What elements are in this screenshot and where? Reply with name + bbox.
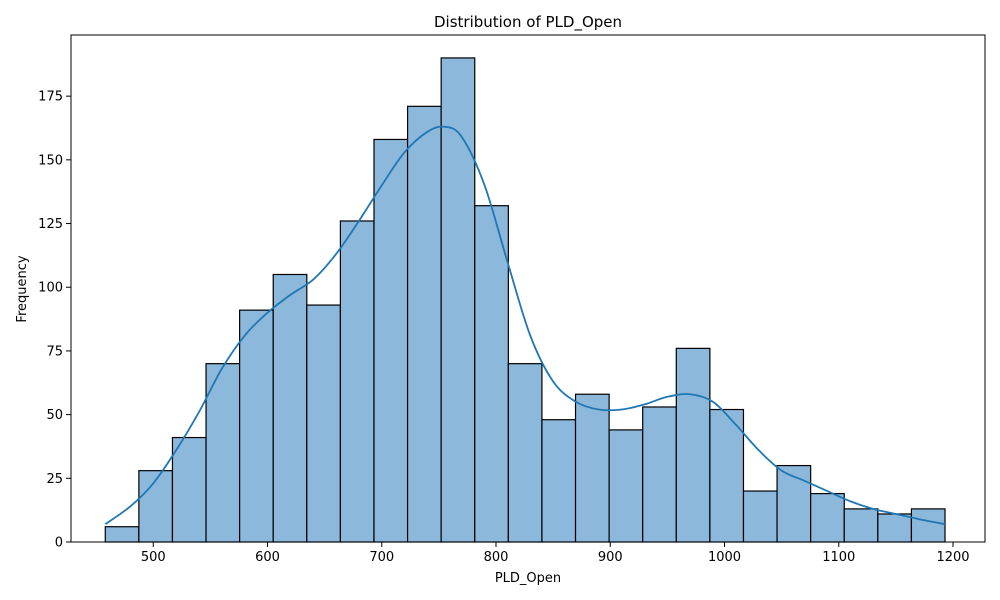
histogram-bar — [709, 408, 745, 543]
histogram-bar — [675, 347, 711, 543]
histogram-bar — [642, 406, 677, 543]
kde-curve — [104, 125, 946, 526]
histogram-bar — [877, 513, 913, 543]
histogram-bar — [171, 436, 207, 543]
y-tick-label: 25 — [46, 472, 63, 487]
x-tick-label: 600 — [255, 550, 280, 565]
histogram-bar — [239, 309, 274, 543]
histogram-bar — [608, 429, 644, 543]
y-tick-label: 150 — [38, 153, 63, 168]
x-tick-label: 1000 — [708, 550, 741, 565]
histogram-bar — [272, 273, 308, 543]
histogram-bar — [339, 220, 375, 543]
histogram-bar — [373, 138, 409, 543]
histogram-bar — [406, 105, 442, 543]
histogram-bar — [810, 492, 845, 543]
y-tick-label: 100 — [38, 281, 63, 296]
histogram-bar — [507, 363, 543, 543]
plot-frame — [70, 34, 986, 543]
histogram-bar — [843, 508, 879, 543]
x-tick-label: 800 — [484, 550, 509, 565]
chart-title: Distribution of PLD_Open — [434, 13, 622, 32]
y-tick-label: 50 — [46, 408, 63, 423]
x-tick-label: 500 — [141, 550, 166, 565]
bars-layer — [104, 57, 946, 543]
x-tick-label: 900 — [598, 550, 623, 565]
x-axis: 500 600 700 800 900 1000 1100 1200 — [141, 542, 970, 565]
histogram-bar — [138, 470, 174, 543]
y-tick-label: 175 — [38, 90, 63, 105]
y-axis-title: Frequency — [15, 255, 30, 322]
y-axis: 0 25 50 75 100 125 150 175 — [38, 90, 71, 551]
histogram-bar — [104, 526, 140, 543]
x-tick-label: 700 — [369, 550, 394, 565]
y-tick-label: 125 — [38, 217, 63, 232]
y-tick-label: 0 — [55, 536, 63, 551]
x-axis-title: PLD_Open — [495, 571, 561, 586]
y-tick-label: 75 — [46, 344, 63, 359]
histogram-bar — [742, 490, 778, 543]
histogram-bar — [205, 363, 241, 543]
x-tick-label: 1100 — [822, 550, 855, 565]
histogram-bar — [306, 304, 342, 543]
histogram-bar — [474, 205, 509, 543]
histogram-bar — [574, 393, 610, 543]
histogram-bar — [541, 419, 577, 543]
x-tick-label: 1200 — [936, 550, 969, 565]
histogram-bar — [440, 57, 476, 543]
histogram-bar — [910, 508, 946, 543]
